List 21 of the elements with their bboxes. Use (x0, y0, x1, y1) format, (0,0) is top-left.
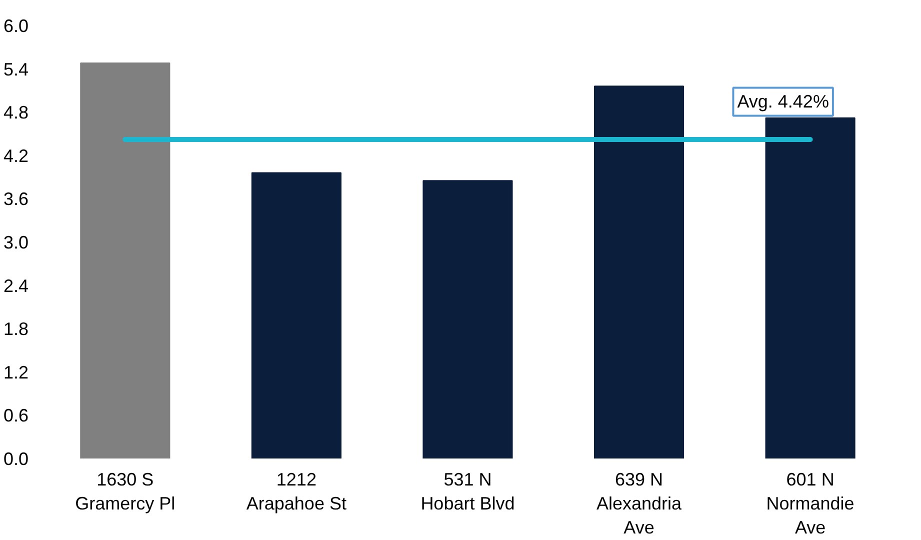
y-tick-label: 3.0 (3, 232, 29, 252)
y-tick-label: 1.8 (3, 319, 29, 340)
y-tick-label: 2.4 (3, 276, 29, 296)
ref-line-label: Avg. 4.42% (737, 92, 829, 112)
x-tick-label: 601 N Normandie Ave (766, 470, 854, 538)
x-tick-label: 1630 S Gramercy Pl (75, 470, 176, 514)
bar (594, 86, 684, 458)
y-tick-label: 4.8 (3, 102, 29, 123)
y-tick-label: 0.6 (3, 406, 29, 426)
bar (251, 172, 342, 458)
y-tick-label: 4.2 (3, 146, 29, 166)
bar (422, 180, 513, 458)
x-tick-label: 1212 Arapahoe St (246, 470, 346, 514)
y-tick-label: 6.0 (3, 16, 29, 36)
x-tick-label: 531 N Hobart Blvd (420, 470, 515, 514)
y-tick-label: 0.0 (3, 449, 29, 469)
y-tick-label: 1.2 (3, 362, 29, 382)
x-tick-label: 639 N Alexandria Ave (596, 470, 683, 538)
y-tick-label: 3.6 (3, 189, 29, 210)
bar (80, 62, 170, 458)
y-tick-label: 5.4 (3, 59, 29, 80)
